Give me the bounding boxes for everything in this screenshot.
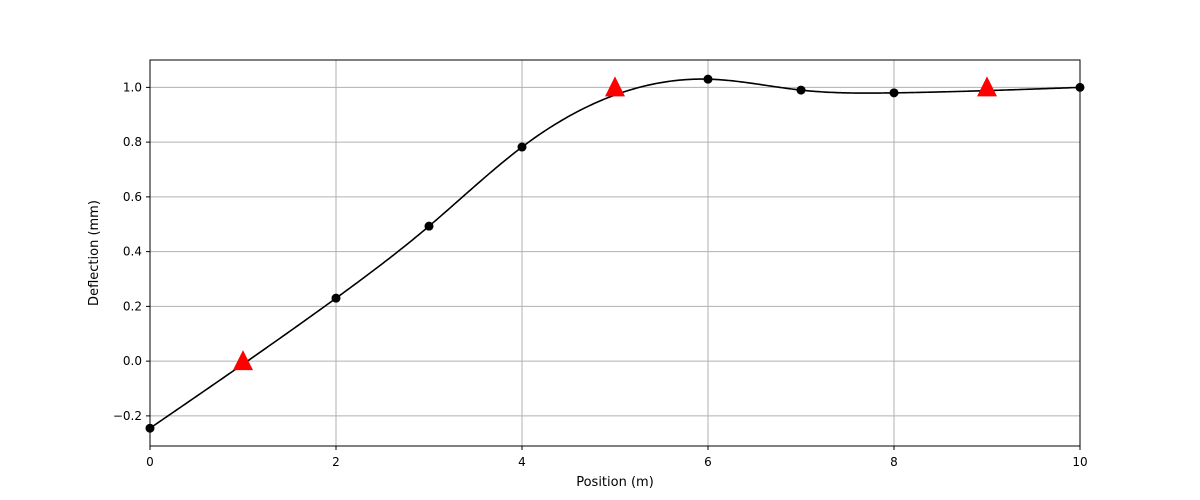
- x-tick-label: 6: [704, 455, 712, 469]
- ticks: 0 2 4 6 8 10 −0.2 0.0 0.2 0.4 0.6 0.8 1.0: [113, 80, 1088, 469]
- y-tick-label: 0.0: [123, 354, 142, 368]
- x-tick-label: 4: [518, 455, 526, 469]
- curve-layer: [149, 78, 1081, 429]
- triangle-marker: [605, 76, 625, 97]
- y-tick-label: −0.2: [113, 409, 142, 423]
- y-tick-label: 0.2: [123, 299, 142, 313]
- x-tick-label: 10: [1072, 455, 1087, 469]
- x-tick-label: 2: [332, 455, 340, 469]
- marker-layer: [145, 74, 1085, 433]
- y-axis-label: Deflection (mm): [87, 200, 102, 306]
- grid: [149, 60, 1081, 446]
- data-point-marker: [331, 293, 341, 303]
- y-tick-label: 0.4: [123, 245, 142, 259]
- triangle-marker: [233, 350, 253, 371]
- plot-area-frame: [149, 59, 1081, 447]
- data-point-marker: [424, 221, 434, 231]
- x-axis-label: Position (m): [576, 475, 654, 490]
- deflection-curve: [149, 78, 1081, 429]
- data-point-marker: [517, 142, 527, 152]
- x-tick-label: 0: [146, 455, 154, 469]
- data-point-marker: [703, 74, 713, 84]
- data-point-marker: [889, 88, 899, 98]
- y-tick-label: 0.8: [123, 135, 142, 149]
- triangle-marker: [977, 76, 997, 97]
- x-tick-label: 8: [890, 455, 898, 469]
- data-point-marker: [796, 85, 806, 95]
- y-tick-label: 0.6: [123, 190, 142, 204]
- y-tick-label: 1.0: [123, 80, 142, 94]
